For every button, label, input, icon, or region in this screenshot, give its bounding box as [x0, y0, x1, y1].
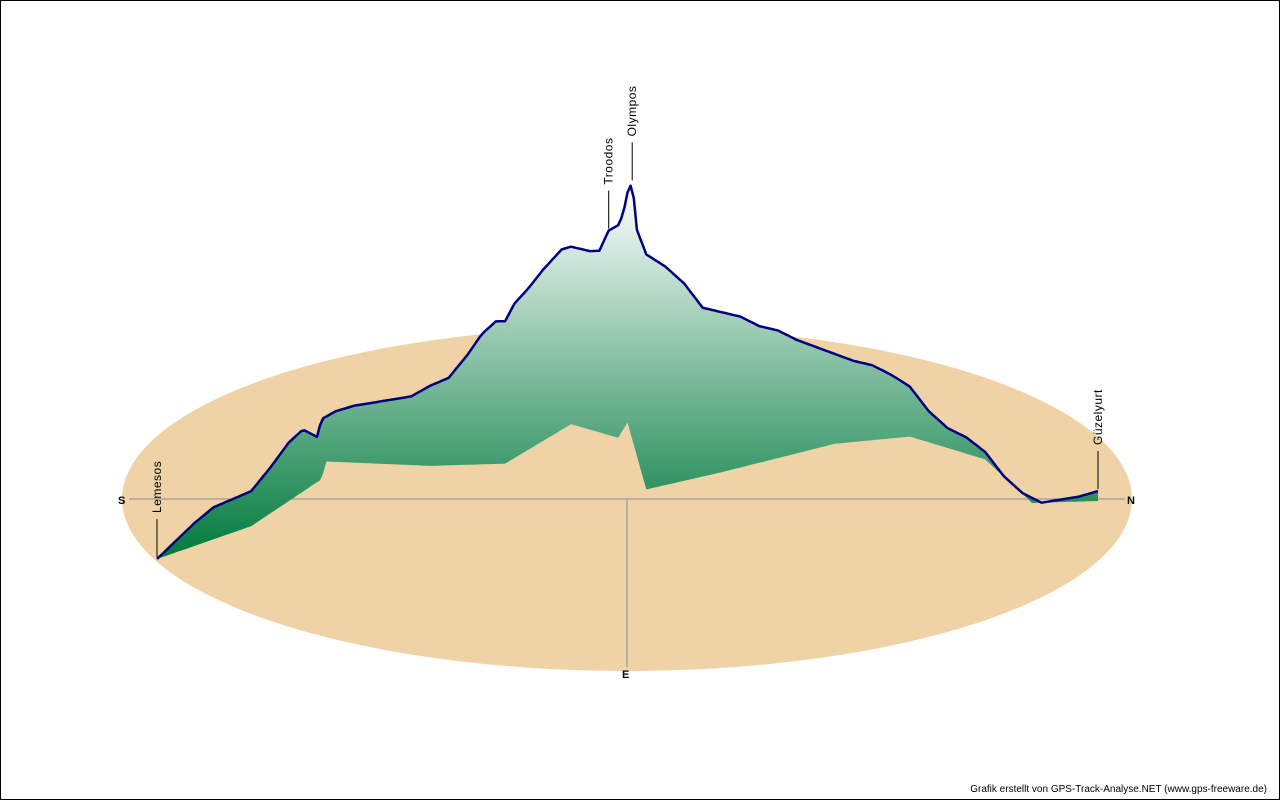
place-annotations: Lemesos Troodos Olympos Güzelyurt — [150, 86, 1105, 557]
annotation-label: Lemesos — [150, 461, 164, 513]
elevation-curtain — [157, 185, 1098, 559]
annotation-label: Olympos — [625, 86, 639, 137]
compass-north: N — [1127, 495, 1135, 507]
compass-south: S — [118, 495, 125, 507]
compass-east: E — [622, 669, 629, 681]
annotation-label: Güzelyurt — [1091, 389, 1105, 445]
annotation-label: Troodos — [602, 138, 616, 185]
elevation-curtain-fill — [157, 185, 1098, 559]
profile-line — [156, 184, 1099, 560]
credit-text: Grafik erstellt von GPS-Track-Analyse.NE… — [970, 784, 1267, 795]
